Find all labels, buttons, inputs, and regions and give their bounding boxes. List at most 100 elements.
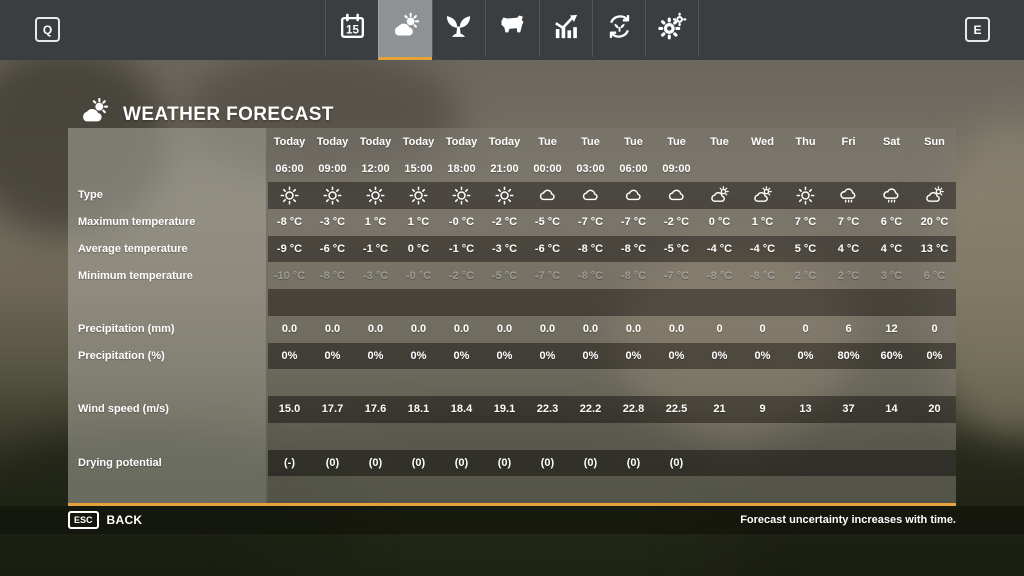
tab-crop-rotation[interactable] <box>591 0 645 57</box>
precipitation-pct-value-11: 0% <box>754 349 771 362</box>
min-temperature-value-6: -7 °C <box>534 269 561 282</box>
table-row-spacer-1 <box>68 289 956 316</box>
wind-speed-value-15: 20 <box>928 403 941 416</box>
tab-weather[interactable] <box>378 0 432 60</box>
tab-crops[interactable] <box>431 0 485 57</box>
table-row-spacer-4 <box>68 476 956 503</box>
drying-potential-value-11 <box>741 450 784 477</box>
precipitation-pct-value-7: 0% <box>582 349 599 362</box>
min-temperature-value-3: -0 °C <box>405 269 432 282</box>
max-temperature-value-2: 1 °C <box>364 216 387 229</box>
min-temperature-value-12: 2 °C <box>794 269 817 282</box>
max-temperature-value-12: 7 °C <box>794 216 817 229</box>
wind-speed-value-7: 22.2 <box>579 403 602 416</box>
precipitation-pct-value-8: 0% <box>625 349 642 362</box>
page-title: WEATHER FORECAST <box>78 96 334 133</box>
max-temperature-value-10: 0 °C <box>708 216 731 229</box>
min-temperature-value-5: -5 °C <box>491 269 518 282</box>
drying-potential-value-0: (-) <box>284 456 295 469</box>
table-row-avg-temperature: Average temperature -9 °C -6 °C -1 °C 0 °C -1… <box>68 235 956 263</box>
table-row-spacer-3 <box>68 422 956 450</box>
tab-statistics[interactable] <box>538 0 592 57</box>
drying-potential-value-10 <box>698 450 741 477</box>
max-temperature-value-13: 7 °C <box>837 216 860 229</box>
precipitation-pct-value-2: 0% <box>367 349 384 362</box>
precipitation-mm-value-11: 0 <box>759 323 766 336</box>
top-menu-bar: Q 15 E <box>0 0 1024 60</box>
row-label-min-temperature: Minimum temperature <box>68 262 268 289</box>
table-row-type: Type <box>68 182 956 209</box>
weather-rain-icon-14 <box>870 182 913 209</box>
precipitation-mm-value-2: 0.0 <box>367 323 384 336</box>
max-temperature-value-8: -7 °C <box>620 216 647 229</box>
weather-icon <box>390 11 421 47</box>
avg-temperature-value-13: 4 °C <box>837 242 860 255</box>
column-day-11: Wed <box>750 135 775 148</box>
avg-temperature-value-9: -5 °C <box>663 242 690 255</box>
wind-speed-value-0: 15.0 <box>278 403 301 416</box>
column-time-10 <box>698 155 741 182</box>
header-time-cells: 06:00 09:00 12:00 15:00 18:00 21:00 00:00 03:00… <box>268 155 956 182</box>
precipitation-mm-value-13: 6 <box>845 323 852 336</box>
tab-settings[interactable] <box>645 0 699 57</box>
precipitation-pct-value-6: 0% <box>539 349 556 362</box>
avg-temperature-value-8: -8 °C <box>620 242 647 255</box>
min-temperature-value-4: -2 °C <box>448 269 475 282</box>
row-label-spacer-3 <box>68 422 268 450</box>
table-row-precipitation-pct: Precipitation (%) 0% 0% 0% 0% 0% 0% 0% 0% 0% 0% 0% 0… <box>68 342 956 370</box>
header-time-row: 06:00 09:00 12:00 15:00 18:00 21:00 00:00 03:00… <box>68 155 956 182</box>
precipitation-mm-value-4: 0.0 <box>453 323 470 336</box>
tab-calendar[interactable]: 15 <box>325 0 378 57</box>
precipitation-pct-value-4: 0% <box>453 349 470 362</box>
column-time-0: 06:00 <box>275 162 304 175</box>
column-day-15: Sun <box>924 135 945 148</box>
column-time-4: 18:00 <box>447 162 476 175</box>
precipitation-mm-value-10: 0 <box>716 323 723 336</box>
min-temperature-value-13: 2 °C <box>837 269 860 282</box>
weather-sun-icon-2 <box>354 182 397 209</box>
table-row-spacer-2 <box>68 369 956 396</box>
avg-temperature-value-7: -8 °C <box>577 242 604 255</box>
cow-icon <box>497 11 528 47</box>
max-temperature-value-15: 20 °C <box>920 216 949 229</box>
weather-cloud-icon-9 <box>655 182 698 209</box>
column-time-9: 09:00 <box>662 162 691 175</box>
min-temperature-value-8: -8 °C <box>620 269 647 282</box>
precipitation-mm-value-5: 0.0 <box>496 323 513 336</box>
svg-text:15: 15 <box>346 23 359 36</box>
column-day-10: Tue <box>710 135 729 148</box>
calendar-icon: 15 <box>337 11 368 47</box>
precipitation-pct-value-5: 0% <box>496 349 513 362</box>
esc-key-badge[interactable]: ESC <box>68 511 99 529</box>
row-label-max-temperature: Maximum temperature <box>68 208 268 236</box>
back-button[interactable]: BACK <box>106 513 143 527</box>
min-temperature-value-11: -8 °C <box>749 269 776 282</box>
drying-potential-value-2: (0) <box>368 456 383 469</box>
weather-sun-icon-0 <box>268 182 311 209</box>
wind-speed-value-10: 21 <box>713 403 726 416</box>
weather-sun-icon-1 <box>311 182 354 209</box>
table-row-precipitation-mm: Precipitation (mm) 0.0 0.0 0.0 0.0 0.0 0.0 0.0 0… <box>68 315 956 343</box>
tab-animals[interactable] <box>485 0 538 57</box>
min-temperature-value-2: -3 °C <box>362 269 389 282</box>
column-day-14: Sat <box>882 135 901 148</box>
hotkey-e-badge[interactable]: E <box>965 17 990 42</box>
wind-speed-value-11: 9 <box>759 403 766 416</box>
drying-potential-value-5: (0) <box>497 456 512 469</box>
hotkey-q-badge[interactable]: Q <box>35 17 60 42</box>
max-temperature-value-0: -8 °C <box>276 216 303 229</box>
avg-temperature-value-10: -4 °C <box>706 242 733 255</box>
precipitation-pct-value-3: 0% <box>410 349 427 362</box>
max-temperature-value-5: -2 °C <box>491 216 518 229</box>
row-label-precipitation-mm: Precipitation (mm) <box>68 315 268 343</box>
wind-speed-value-6: 22.3 <box>536 403 559 416</box>
column-time-5: 21:00 <box>490 162 519 175</box>
avg-temperature-value-14: 4 °C <box>880 242 903 255</box>
min-temperature-value-9: -7 °C <box>663 269 690 282</box>
min-temperature-value-14: 3 °C <box>880 269 903 282</box>
precipitation-mm-value-12: 0 <box>802 323 809 336</box>
column-day-4: Today <box>445 135 478 148</box>
drying-potential-value-15 <box>913 450 956 477</box>
drying-potential-value-9: (0) <box>669 456 684 469</box>
row-label-wind-speed: Wind speed (m/s) <box>68 396 268 423</box>
